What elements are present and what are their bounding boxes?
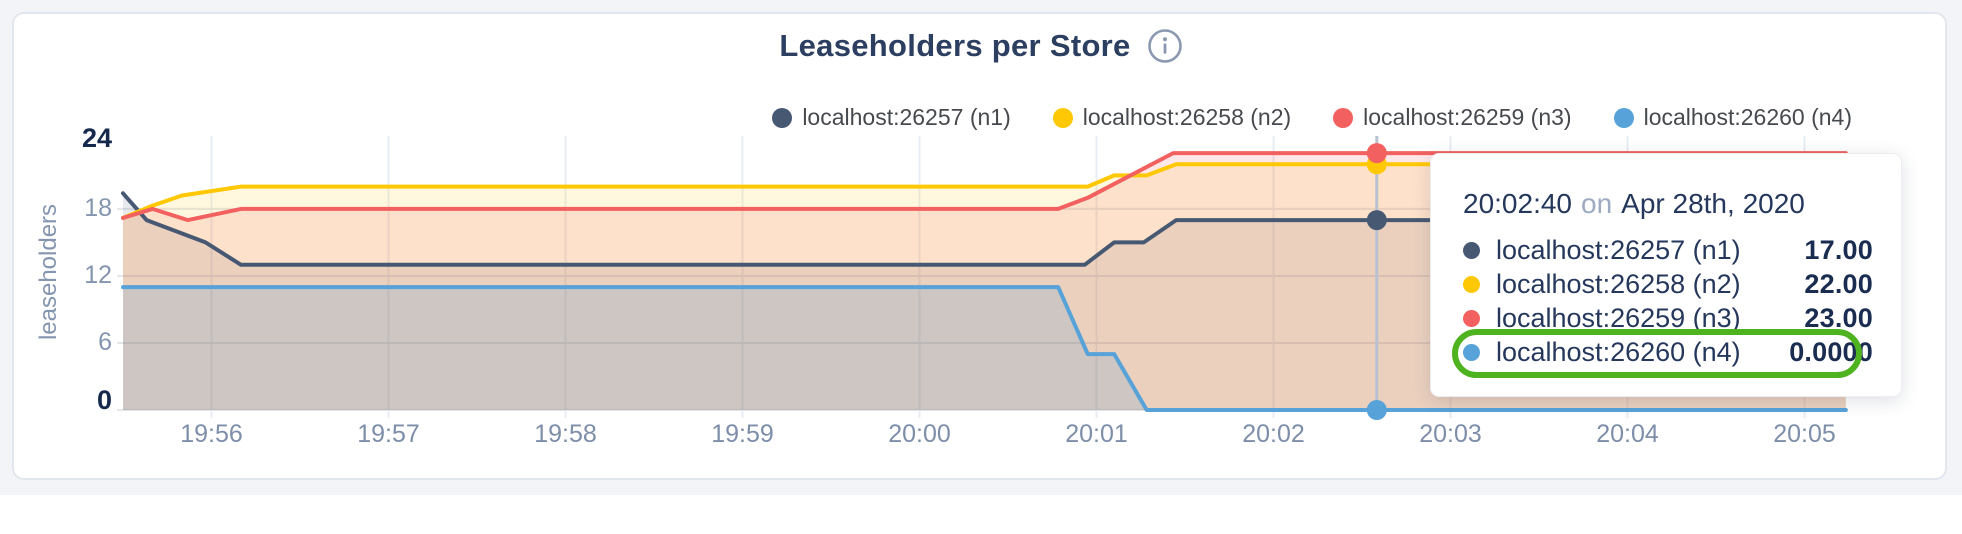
tooltip-row-label: localhost:26258 (n2) — [1496, 268, 1741, 299]
hover-point-n1 — [1366, 210, 1387, 231]
legend-item-n3[interactable]: localhost:26259 (n3) — [1333, 104, 1572, 131]
x-axis-tick-label: 19:57 — [357, 420, 420, 448]
series-dot-icon — [1052, 107, 1073, 128]
series-dot-icon — [1463, 275, 1480, 293]
highlight-oval-annotation — [1452, 329, 1862, 378]
tooltip-row-label: localhost:26257 (n1) — [1496, 234, 1741, 265]
legend-label: localhost:26259 (n3) — [1363, 104, 1572, 130]
x-axis-tick-label: 20:00 — [888, 420, 951, 448]
legend-label: localhost:26258 (n2) — [1082, 104, 1292, 130]
legend-item-n4[interactable]: localhost:26260 (n4) — [1613, 104, 1852, 131]
x-axis-tick-label: 20:01 — [1065, 420, 1128, 448]
chart-header: Leaseholders per Store — [0, 28, 1962, 64]
hover-point-n4 — [1366, 400, 1387, 420]
info-circle-icon[interactable] — [1147, 28, 1183, 64]
y-axis-tick-label: 0 — [97, 385, 112, 415]
x-axis-tick-label: 20:02 — [1242, 420, 1305, 448]
chart-title: Leaseholders per Store — [779, 28, 1131, 63]
series-dot-icon — [1333, 107, 1354, 128]
series-dot-icon — [1463, 309, 1480, 327]
series-dot-icon — [772, 107, 793, 128]
hover-point-n2 — [1366, 154, 1387, 175]
x-axis-tick-label: 20:04 — [1596, 420, 1659, 448]
tooltip-time: 20:02:40 — [1463, 188, 1572, 219]
series-dot-icon — [1613, 107, 1634, 128]
tooltip-row-value: 17.00 — [1804, 234, 1873, 265]
legend-item-n1[interactable]: localhost:26257 (n1) — [772, 104, 1011, 131]
tooltip-row-n2: localhost:26258 (n2) 22.00 — [1463, 267, 1873, 301]
y-axis-tick-label: 24 — [82, 123, 112, 153]
tooltip-timestamp: 20:02:40 on Apr 28th, 2020 — [1463, 188, 1873, 220]
tooltip-date: Apr 28th, 2020 — [1621, 188, 1805, 219]
legend-item-n2[interactable]: localhost:26258 (n2) — [1052, 104, 1292, 131]
tooltip-row-value: 22.00 — [1804, 268, 1873, 299]
chart-legend: localhost:26257 (n1) localhost:26258 (n2… — [772, 104, 1852, 131]
tooltip-row-n1: localhost:26257 (n1) 17.00 — [1463, 233, 1873, 267]
x-axis-tick-label: 20:05 — [1773, 420, 1836, 448]
x-axis-tick-label: 19:58 — [534, 420, 597, 448]
y-axis-tick-label: 18 — [84, 194, 112, 222]
tooltip-preposition: on — [1581, 188, 1613, 219]
legend-label: localhost:26260 (n4) — [1643, 104, 1852, 130]
x-axis-tick-label: 19:56 — [180, 420, 243, 448]
x-axis-tick-label: 19:59 — [711, 420, 774, 448]
y-axis-tick-label: 12 — [84, 261, 112, 289]
hover-point-n3 — [1366, 143, 1387, 164]
x-axis-tick-label: 20:03 — [1419, 420, 1482, 448]
y-axis-tick-label: 6 — [98, 328, 112, 356]
legend-label: localhost:26257 (n1) — [802, 104, 1011, 130]
y-axis-title: leaseholders — [35, 204, 62, 340]
series-dot-icon — [1463, 241, 1480, 259]
